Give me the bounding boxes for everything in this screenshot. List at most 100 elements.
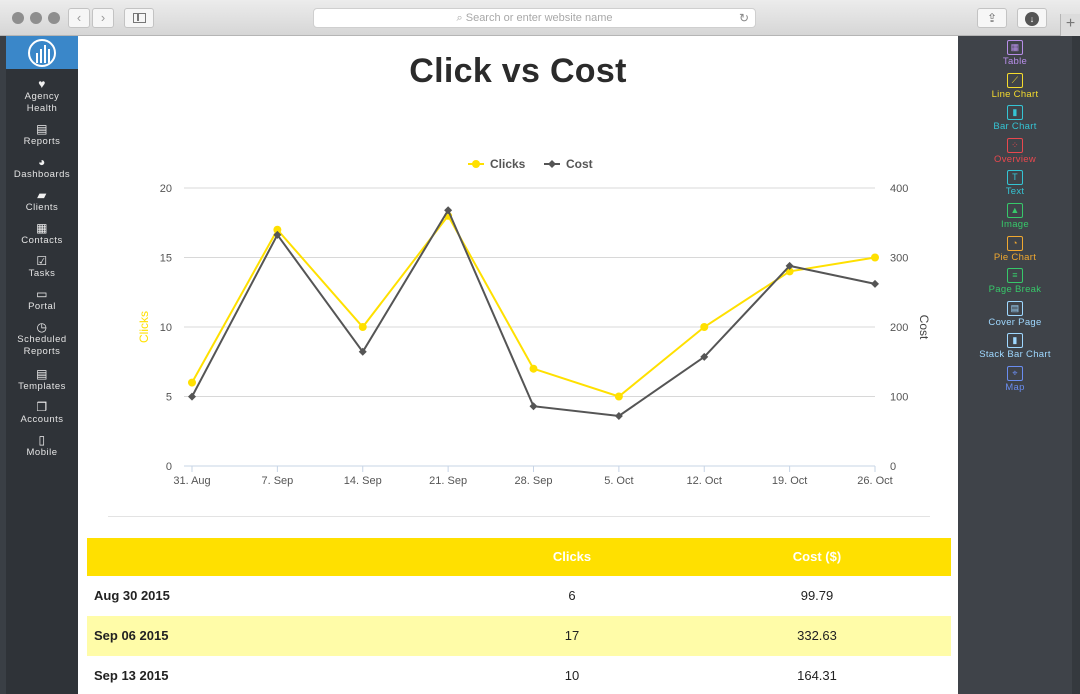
widget-page-break[interactable]: ≡ Page Break	[958, 268, 1072, 295]
zoom-window-button[interactable]	[48, 12, 60, 24]
nav-item-scheduled-reports[interactable]: ◷ Scheduled Reports	[6, 321, 78, 358]
widget-overview[interactable]: ⁘ Overview	[958, 137, 1072, 165]
widget-label: Text	[1005, 186, 1025, 198]
data-table: Clicks Cost ($) Aug 30 2015 6 99.79 Sep …	[87, 538, 951, 694]
y-tick-label: 10	[160, 322, 172, 334]
nav-item-label: Scheduled	[17, 334, 67, 345]
page-title: Click vs Cost	[409, 52, 627, 90]
widget-cover-page[interactable]: ▤ Cover Page	[958, 300, 1072, 328]
x-tick-label: 14. Sep	[344, 475, 382, 487]
y-tick-label: 5	[166, 392, 172, 404]
nav-item-label: Portal	[28, 301, 56, 312]
sidebar-toggle-button[interactable]	[124, 8, 154, 28]
minimize-window-button[interactable]	[30, 12, 42, 24]
download-icon: ↓	[1025, 12, 1039, 26]
widget-panel-scrollbar[interactable]	[1072, 36, 1080, 694]
forward-button[interactable]: ›	[92, 8, 114, 28]
nav-item-label: Tasks	[28, 268, 56, 279]
nav-item-tasks[interactable]: ☑ Tasks	[6, 255, 78, 280]
widget-image[interactable]: ▲ Image	[958, 203, 1072, 230]
table-row: Sep 13 2015 10 164.31	[87, 656, 951, 694]
downloads-button[interactable]: ↓	[1017, 8, 1047, 28]
row-clicks: 10	[564, 668, 580, 683]
address-placeholder: Search or enter website name	[465, 12, 613, 24]
table-header: Clicks Cost ($)	[87, 538, 951, 576]
widget-label: Pie Chart	[993, 251, 1037, 263]
nav-item-clients[interactable]: ▰ Clients	[6, 189, 78, 214]
nav-item-label: Reports	[23, 136, 61, 147]
widget-label: Cover Page	[988, 316, 1042, 328]
data-point-cost	[273, 230, 282, 239]
widget-label: Line Chart	[991, 88, 1039, 100]
app-logo[interactable]	[6, 36, 78, 69]
text-icon: T	[1007, 170, 1023, 186]
cover-page-icon: ▤	[1007, 300, 1023, 316]
pie-icon: ◕	[38, 155, 46, 169]
nav-item-portal[interactable]: ▭ Portal	[6, 288, 78, 313]
row-clicks: 17	[564, 628, 580, 643]
widget-bar-chart[interactable]: ▮ Bar Chart	[958, 105, 1072, 132]
new-tab-button[interactable]: +	[1060, 14, 1080, 36]
widget-stack-bar-chart[interactable]: ▮ Stack Bar Chart	[958, 333, 1072, 360]
y-axis-title: Clicks	[137, 311, 151, 343]
y-tick-label: 0	[166, 461, 172, 473]
data-point-clicks	[273, 225, 282, 234]
legend-label: Cost	[566, 157, 593, 171]
data-point-clicks	[188, 378, 196, 387]
x-tick-label: 19. Oct	[772, 475, 807, 487]
nav-item-templates[interactable]: ▤ Templates	[6, 368, 78, 393]
y2-tick-label: 400	[890, 183, 908, 195]
image-icon: ▲	[1007, 203, 1023, 218]
x-tick-label: 7. Sep	[261, 475, 293, 487]
nav-item-label: Mobile	[26, 447, 58, 458]
y-tick-label: 20	[160, 183, 172, 195]
widget-line-chart[interactable]: ⟋ Line Chart	[958, 72, 1072, 100]
widget-map[interactable]: ⌖ Map	[958, 366, 1072, 393]
row-date: Sep 13 2015	[94, 668, 169, 683]
browser-toolbar: ‹ › ⌕ Search or enter website name ↻ ⇪ ↓…	[0, 0, 1080, 36]
data-point-cost	[529, 402, 538, 411]
close-window-button[interactable]	[12, 12, 24, 24]
search-icon: ⌕	[456, 12, 466, 24]
legend-marker	[472, 160, 480, 168]
share-button[interactable]: ⇪	[977, 8, 1007, 28]
x-tick-label: 28. Sep	[515, 475, 553, 487]
table-row: Aug 30 2015 6 99.79	[87, 576, 951, 616]
line-chart-icon: ⟋	[1007, 72, 1023, 88]
checkbox-icon: ☑	[36, 254, 48, 268]
x-tick-label: 21. Sep	[429, 475, 467, 487]
data-point-clicks	[358, 323, 367, 331]
widget-pie-chart[interactable]: ◔ Pie Chart	[958, 235, 1072, 263]
data-point-cost	[188, 392, 196, 401]
address-bar[interactable]: ⌕ Search or enter website name ↻	[313, 8, 756, 28]
overview-icon: ⁘	[1007, 137, 1023, 153]
nav-item-mobile[interactable]: ▯ Mobile	[6, 434, 78, 459]
nav-item-dashboards[interactable]: ◕ Dashboards	[6, 156, 78, 181]
contacts-icon: ▦	[36, 221, 48, 235]
nav-item-reports[interactable]: ▤ Reports	[6, 123, 78, 148]
mobile-icon: ▯	[38, 433, 46, 447]
row-clicks: 6	[568, 588, 576, 603]
widget-table[interactable]: ▦ Table	[958, 40, 1072, 67]
nav-item-contacts[interactable]: ▦ Contacts	[6, 222, 78, 247]
share-icon: ⇪	[986, 11, 998, 25]
x-tick-label: 26. Oct	[857, 475, 892, 487]
widget-label: Image	[1001, 219, 1029, 230]
nav-item-label: Contacts	[21, 235, 63, 246]
bar-chart-icon: ▮	[1007, 105, 1023, 121]
data-point-clicks	[700, 323, 709, 331]
clock-icon: ◷	[36, 320, 48, 334]
x-tick-label: 5. Oct	[604, 475, 633, 487]
data-point-cost	[358, 347, 367, 356]
nav-item-label: Dashboards	[13, 169, 71, 180]
nav-item-agency-health[interactable]: ♥ Agency Health	[6, 78, 78, 115]
reload-icon[interactable]: ↻	[738, 11, 749, 25]
row-cost: 99.79	[800, 588, 834, 603]
widget-label: Bar Chart	[993, 121, 1037, 133]
row-date: Sep 06 2015	[94, 628, 169, 643]
back-button[interactable]: ‹	[68, 8, 90, 28]
nav-item-label: Accounts	[20, 414, 64, 425]
data-point-clicks	[871, 253, 879, 262]
nav-item-accounts[interactable]: ❐ Accounts	[6, 401, 78, 426]
widget-text[interactable]: T Text	[958, 170, 1072, 197]
